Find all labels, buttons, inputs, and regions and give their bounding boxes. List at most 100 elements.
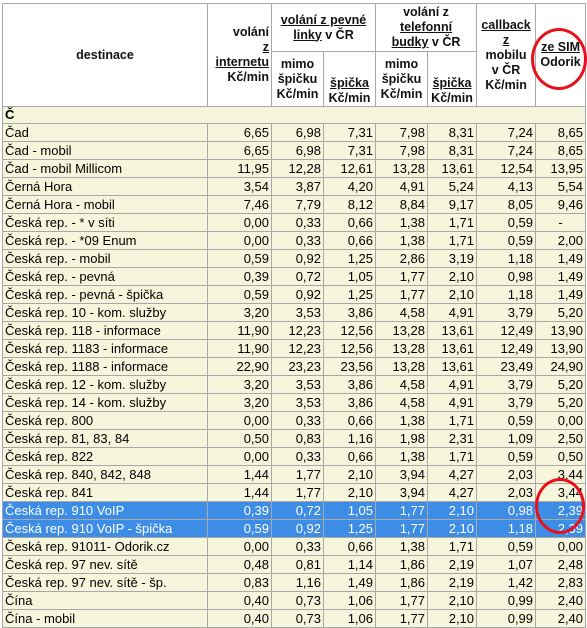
destination-name: Česká rep. - pevná bbox=[2, 267, 208, 286]
rate-cell: 12,49 bbox=[476, 339, 537, 358]
rate-cell: 2,10 bbox=[322, 465, 377, 484]
rate-cell: 7,24 bbox=[476, 141, 537, 160]
rate-cell: 12,49 bbox=[476, 321, 537, 340]
destination-name: Česká rep. 118 - informace bbox=[2, 321, 208, 340]
rate-cell: 7,98 bbox=[375, 141, 429, 160]
rate-cell: 5,54 bbox=[535, 177, 587, 196]
rate-cell: 7,46 bbox=[207, 195, 272, 214]
rate-cell: 11,95 bbox=[207, 159, 272, 178]
rate-cell: 24,90 bbox=[535, 357, 587, 376]
rate-cell: 2,31 bbox=[427, 429, 478, 448]
section-label: Č bbox=[1, 106, 587, 124]
rate-cell: 3,79 bbox=[476, 303, 537, 322]
rate-cell: 13,28 bbox=[375, 357, 429, 376]
rate-cell: - bbox=[535, 213, 587, 232]
table-row[interactable]: Česká rep. 12 - kom. služby 3,20 3,53 3,86 4… bbox=[2, 375, 587, 394]
rate-cell: 1,38 bbox=[375, 537, 429, 556]
rate-cell: 6,98 bbox=[271, 141, 324, 160]
destination-name: Česká rep. 910 VoIP - špička bbox=[2, 519, 208, 538]
destination-name: Česká rep. 800 bbox=[2, 411, 208, 430]
rate-cell: 0,92 bbox=[271, 285, 324, 304]
rate-cell: 2,39 bbox=[535, 519, 587, 538]
rate-cell: 2,10 bbox=[427, 519, 478, 538]
table-row[interactable]: Černá Hora - mobil 7,46 7,79 8,12 8,84 9,17 8,… bbox=[2, 195, 587, 214]
rate-cell: 6,65 bbox=[207, 141, 272, 160]
rate-cell: 2,10 bbox=[427, 285, 478, 304]
table-header: destinace volání z internetu Kč/min volá… bbox=[2, 3, 587, 107]
header-destinace: destinace bbox=[2, 3, 208, 107]
table-row[interactable]: Česká rep. 1183 - informace 11,90 12,23 12,… bbox=[2, 339, 587, 358]
rate-cell: 11,90 bbox=[207, 339, 272, 358]
table-row[interactable]: Česká rep. 840, 842, 848 1,44 1,77 2,10 3,94… bbox=[2, 465, 587, 484]
rate-cell: 0,83 bbox=[207, 573, 272, 592]
table-row[interactable]: Česká rep. 118 - informace 11,90 12,23 12,5… bbox=[2, 321, 587, 340]
table-row[interactable]: Česká rep. 81, 83, 84 0,50 0,83 1,16 1,98 2,3… bbox=[2, 429, 587, 448]
table-row[interactable]: Česká rep. - * v síti 0,00 0,33 0,66 1,38 1,7… bbox=[2, 213, 587, 232]
header-callback: callback z mobilu v ČR Kč/min bbox=[476, 3, 537, 107]
rate-cell: 9,17 bbox=[427, 195, 478, 214]
rate-cell: 5,20 bbox=[535, 303, 587, 322]
rate-cell: 1,18 bbox=[476, 285, 537, 304]
rate-cell: 2,39 bbox=[535, 501, 587, 520]
table-row[interactable]: Česká rep. 910 VoIP - špička 0,59 0,92 1,25… bbox=[2, 519, 587, 538]
rate-cell: 0,59 bbox=[207, 249, 272, 268]
rate-cell: 1,71 bbox=[427, 231, 478, 250]
table-row[interactable]: Česká rep. - *09 Enum 0,00 0,33 0,66 1,38 1,7… bbox=[2, 231, 587, 250]
rate-cell: 4,58 bbox=[375, 303, 429, 322]
rate-cell: 0,66 bbox=[322, 213, 377, 232]
rate-cell: 1,09 bbox=[476, 429, 537, 448]
rate-cell: 0,66 bbox=[322, 411, 377, 430]
table-row[interactable]: Česká rep. - pevná - špička 0,59 0,92 1,25 1… bbox=[2, 285, 587, 304]
rate-cell: 7,31 bbox=[322, 141, 377, 160]
rate-cell: 1,25 bbox=[322, 519, 377, 538]
header-internet: volání z internetu Kč/min bbox=[207, 3, 272, 107]
rate-cell: 1,49 bbox=[535, 267, 587, 286]
rate-cell: 12,23 bbox=[271, 339, 324, 358]
rate-cell: 3,94 bbox=[375, 483, 429, 502]
rate-cell: 0,59 bbox=[476, 447, 537, 466]
table-row[interactable]: Česká rep. 800 0,00 0,33 0,66 1,38 1,71 0,59 0,… bbox=[2, 411, 587, 430]
rate-cell: 0,83 bbox=[271, 429, 324, 448]
table-row[interactable]: Česká rep. 97 nev. sítě 0,48 0,81 1,14 1,86 2… bbox=[2, 555, 587, 574]
table-row[interactable]: Česká rep. 10 - kom. služby 3,20 3,53 3,86 4… bbox=[2, 303, 587, 322]
table-row[interactable]: Česká rep. 97 nev. sítě - šp. 0,83 1,16 1,4… bbox=[2, 573, 587, 592]
rate-cell: 0,00 bbox=[207, 213, 272, 232]
destination-name: Česká rep. 841 bbox=[2, 483, 208, 502]
rate-cell: 3,20 bbox=[207, 303, 272, 322]
table-row[interactable]: Čína - mobil 0,40 0,73 1,06 1,77 2,10 0,99 2,40 bbox=[2, 609, 587, 628]
rate-cell: 7,24 bbox=[476, 123, 537, 142]
table-row[interactable]: Černá Hora 3,54 3,87 4,20 4,91 5,24 4,13 5,54 bbox=[2, 177, 587, 196]
header-pevne-spicka: špička Kč/min bbox=[322, 51, 377, 107]
table-row[interactable]: Česká rep. 841 1,44 1,77 2,10 3,94 4,27 2,03 3,… bbox=[2, 483, 587, 502]
rate-cell: 2,48 bbox=[535, 555, 587, 574]
destination-name: Česká rep. - mobil bbox=[2, 249, 208, 268]
table-row[interactable]: Čad 6,65 6,98 7,31 7,98 8,31 7,24 8,65 bbox=[2, 123, 587, 142]
table-row[interactable]: Česká rep. 91011- Odorik.cz 0,00 0,33 0,66 1… bbox=[2, 537, 587, 556]
rate-cell: 1,25 bbox=[322, 285, 377, 304]
table-row[interactable]: Česká rep. 910 VoIP 0,39 0,72 1,05 1,77 2,10 0… bbox=[2, 501, 587, 520]
table-row[interactable]: Česká rep. - pevná 0,39 0,72 1,05 1,77 2,10 0,… bbox=[2, 267, 587, 286]
rate-cell: 0,33 bbox=[271, 537, 324, 556]
table-row[interactable]: Čad - mobil Millicom 11,95 12,28 12,61 13,28… bbox=[2, 159, 587, 178]
rate-cell: 0,59 bbox=[476, 411, 537, 430]
rate-cell: 3,86 bbox=[322, 303, 377, 322]
table-row[interactable]: Čína 0,40 0,73 1,06 1,77 2,10 0,99 2,40 bbox=[2, 591, 587, 610]
rate-cell: 3,87 bbox=[271, 177, 324, 196]
rate-cell: 0,72 bbox=[271, 501, 324, 520]
rate-cell: 1,86 bbox=[375, 555, 429, 574]
table-row[interactable]: Česká rep. - mobil 0,59 0,92 1,25 2,86 3,19 1,… bbox=[2, 249, 587, 268]
rate-cell: 0,99 bbox=[476, 591, 537, 610]
rate-cell: 2,03 bbox=[476, 483, 537, 502]
rate-cell: 1,49 bbox=[322, 573, 377, 592]
table-row[interactable]: Česká rep. 14 - kom. služby 3,20 3,53 3,86 4… bbox=[2, 393, 587, 412]
rate-cell: 11,90 bbox=[207, 321, 272, 340]
rate-cell: 0,92 bbox=[271, 249, 324, 268]
rate-cell: 13,61 bbox=[427, 357, 478, 376]
table-row[interactable]: Česká rep. 1188 - informace 22,90 23,23 23,… bbox=[2, 357, 587, 376]
table-row[interactable]: Čad - mobil 6,65 6,98 7,31 7,98 8,31 7,24 8,65 bbox=[2, 141, 587, 160]
rate-cell: 1,06 bbox=[322, 591, 377, 610]
table-row[interactable]: Česká rep. 822 0,00 0,33 0,66 1,38 1,71 0,59 0,… bbox=[2, 447, 587, 466]
rate-cell: 1,16 bbox=[322, 429, 377, 448]
rate-cell: 0,50 bbox=[207, 429, 272, 448]
rate-cell: 13,61 bbox=[427, 339, 478, 358]
